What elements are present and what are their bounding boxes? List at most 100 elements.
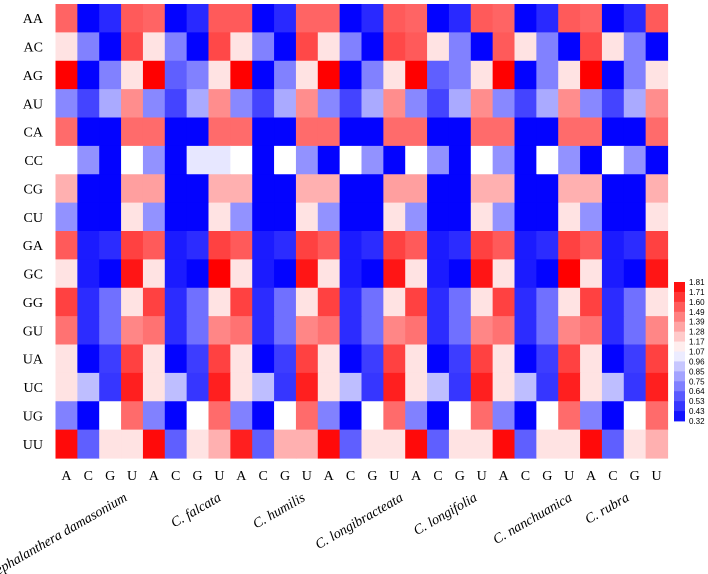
row-label: CA xyxy=(24,126,44,141)
heatmap-cell-CU-2-U xyxy=(208,202,231,232)
heatmap-cell-UU-7-U xyxy=(645,429,669,459)
heatmap-cell-UA-7-G xyxy=(623,344,647,374)
heatmap-cell-AA-4-U xyxy=(383,4,406,33)
heatmap-cell-GA-6-A xyxy=(492,231,516,260)
heatmap-cell-AA-2-A xyxy=(142,4,166,33)
legend-tick-label: 0.53 xyxy=(689,397,705,406)
heatmap-cell-AU-4-C xyxy=(339,89,363,119)
heatmap-cell-UU-5-A xyxy=(405,429,428,459)
heatmap-cell-GG-7-A xyxy=(580,287,603,317)
heatmap-cell-UG-7-C xyxy=(601,401,625,431)
heatmap-cell-CA-1-A xyxy=(55,117,78,147)
heatmap-cell-CA-2-A xyxy=(142,117,166,147)
legend-tick-label: 0.32 xyxy=(689,417,705,426)
heatmap-cell-UU-2-G xyxy=(186,429,210,459)
heatmap-cell-AG-2-G xyxy=(186,60,210,90)
species-label: C. nanchuanica xyxy=(491,490,575,547)
heatmap-cell-AU-2-A xyxy=(142,89,166,119)
column-label: A xyxy=(61,469,72,484)
heatmap-cell-GA-2-C xyxy=(164,231,188,260)
heatmap-cell-CG-2-U xyxy=(208,174,231,204)
heatmap-cell-CC-4-C xyxy=(339,145,363,175)
heatmap-cell-CU-3-U xyxy=(295,202,319,232)
heatmap-cell-AA-3-U xyxy=(295,4,319,33)
species-label: C. longibracteata xyxy=(313,490,406,552)
heatmap-cell-GA-7-A xyxy=(580,231,603,260)
heatmap-cell-GA-5-G xyxy=(448,231,472,260)
heatmap-cell-GU-1-C xyxy=(77,316,100,346)
heatmap-cell-GU-7-A xyxy=(580,316,603,346)
heatmap-cell-AC-3-U xyxy=(295,32,319,62)
heatmap-cell-GC-3-C xyxy=(252,259,275,289)
heatmap-cell-UC-6-A xyxy=(492,372,516,402)
heatmap-cell-UG-3-G xyxy=(274,401,297,431)
heatmap-cell-UC-5-A xyxy=(405,372,428,402)
heatmap-cell-UG-3-U xyxy=(295,401,319,431)
heatmap-cell-CU-4-G xyxy=(361,202,384,232)
heatmap-cell-GU-2-U xyxy=(208,316,231,346)
heatmap-cell-GU-6-G xyxy=(536,316,559,346)
heatmap-cell-UU-3-U xyxy=(295,429,319,459)
column-label: A xyxy=(499,469,510,484)
heatmap-cell-UC-4-A xyxy=(317,372,341,402)
heatmap-cell-GU-6-C xyxy=(514,316,537,346)
heatmap-cell-GC-6-G xyxy=(536,259,559,289)
column-label: A xyxy=(586,469,597,484)
heatmap-cell-UU-3-A xyxy=(230,429,253,459)
heatmap-cell-GA-3-U xyxy=(295,231,319,260)
heatmap-cell-UU-2-A xyxy=(142,429,166,459)
column-label: U xyxy=(564,469,574,484)
row-label: AC xyxy=(24,41,43,56)
column-label: U xyxy=(127,469,137,484)
column-label: U xyxy=(477,469,487,484)
column-label: G xyxy=(105,469,115,484)
heatmap-cell-AA-7-U xyxy=(645,4,669,33)
heatmap-cell-AU-4-U xyxy=(383,89,406,119)
heatmap-cell-AG-7-C xyxy=(601,60,625,90)
heatmap-cell-UC-2-G xyxy=(186,372,210,402)
legend-swatch xyxy=(674,301,685,313)
heatmap-cell-GA-5-A xyxy=(405,231,428,260)
heatmap-cell-AG-7-A xyxy=(580,60,603,90)
heatmap-cell-GA-5-C xyxy=(427,231,450,260)
heatmap-cell-CG-5-G xyxy=(448,174,472,204)
heatmap-cell-UG-5-A xyxy=(405,401,428,431)
heatmap-cell-CA-1-G xyxy=(99,117,122,147)
heatmap-cell-AA-1-A xyxy=(55,4,78,33)
heatmap-cell-CG-1-U xyxy=(121,174,144,204)
column-label: U xyxy=(302,469,312,484)
heatmap-cell-AA-7-A xyxy=(580,4,603,33)
heatmap-cell-CU-1-A xyxy=(55,202,78,232)
heatmap-cell-UU-4-C xyxy=(339,429,363,459)
heatmap-cell-UU-5-G xyxy=(448,429,472,459)
heatmap-cell-AA-4-C xyxy=(339,4,363,33)
heatmap-cell-UC-4-C xyxy=(339,372,363,402)
heatmap-cell-GU-4-G xyxy=(361,316,384,346)
heatmap-cell-CG-1-G xyxy=(99,174,122,204)
heatmap-cell-AU-6-C xyxy=(514,89,537,119)
heatmap-cell-UG-7-G xyxy=(623,401,647,431)
heatmap-cell-AG-2-C xyxy=(164,60,188,90)
row-label: GA xyxy=(23,239,44,254)
heatmap-cell-AU-3-A xyxy=(230,89,253,119)
heatmap-cell-CC-1-C xyxy=(77,145,100,175)
heatmap-cell-UG-1-G xyxy=(99,401,122,431)
heatmap-cell-CA-7-A xyxy=(580,117,603,147)
heatmap-cell-GA-3-A xyxy=(230,231,253,260)
heatmap-cell-UC-1-C xyxy=(77,372,100,402)
heatmap-cell-CG-7-C xyxy=(601,174,625,204)
heatmap-cell-AG-4-C xyxy=(339,60,363,90)
heatmap-cell-CU-5-C xyxy=(427,202,450,232)
legend-tick-label: 1.71 xyxy=(689,288,705,297)
species-label: C. falcata xyxy=(169,490,224,531)
legend-tick-label: 0.96 xyxy=(689,357,705,366)
heatmap-cell-AC-7-C xyxy=(601,32,625,62)
heatmap-cell-GC-7-U xyxy=(645,259,669,289)
column-label: C xyxy=(84,469,93,484)
heatmap-cell-GG-2-G xyxy=(186,287,210,317)
heatmap-cell-AG-3-G xyxy=(274,60,297,90)
heatmap-cell-GC-4-C xyxy=(339,259,363,289)
heatmap-cell-GG-4-C xyxy=(339,287,363,317)
heatmap-cell-AA-3-G xyxy=(274,4,297,33)
heatmap-cell-AG-1-U xyxy=(121,60,144,90)
